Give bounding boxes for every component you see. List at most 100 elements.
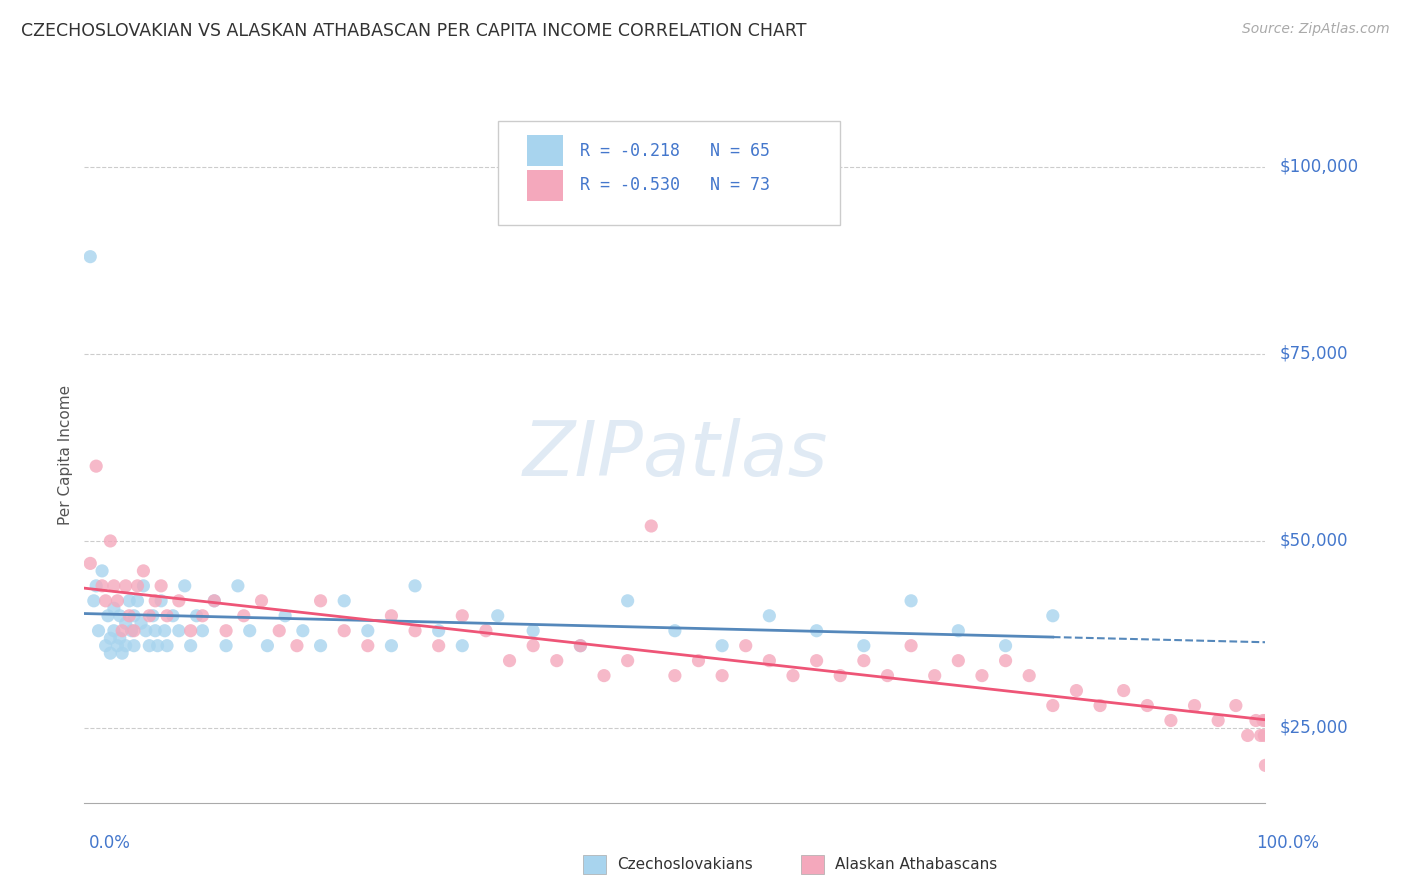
Point [143, 624, 166, 638]
Point [83, 594, 105, 608]
Point [103, 601, 125, 615]
Point [114, 616, 136, 631]
Point [616, 654, 638, 668]
Point [186, 608, 208, 623]
Point [1112, 683, 1135, 698]
Text: CZECHOSLOVAKIAN VS ALASKAN ATHABASCAN PER CAPITA INCOME CORRELATION CHART: CZECHOSLOVAKIAN VS ALASKAN ATHABASCAN PE… [21, 22, 807, 40]
Point [333, 594, 356, 608]
Point [758, 608, 780, 623]
Point [103, 579, 125, 593]
Point [1066, 683, 1088, 698]
Point [143, 594, 166, 608]
Point [1042, 608, 1064, 623]
Point [162, 608, 184, 623]
Text: $100,000: $100,000 [1279, 158, 1358, 176]
Text: Source: ZipAtlas.com: Source: ZipAtlas.com [1241, 22, 1389, 37]
Point [122, 608, 145, 623]
Point [111, 624, 134, 638]
Point [79, 557, 101, 571]
Point [127, 579, 149, 593]
Point [167, 624, 190, 638]
Point [94, 594, 117, 608]
Point [380, 608, 402, 623]
Point [138, 608, 160, 623]
Text: $25,000: $25,000 [1279, 719, 1348, 737]
Point [852, 654, 875, 668]
Point [1018, 668, 1040, 682]
Point [1225, 698, 1247, 713]
Point [91, 564, 114, 578]
Point [900, 639, 922, 653]
Point [1088, 698, 1111, 713]
Point [451, 639, 474, 653]
Point [167, 594, 190, 608]
Point [87, 624, 110, 638]
Point [522, 624, 544, 638]
FancyBboxPatch shape [527, 169, 562, 201]
Point [202, 594, 225, 608]
Point [688, 654, 710, 668]
Point [309, 594, 332, 608]
Point [1244, 714, 1267, 728]
Text: Czechoslovakians: Czechoslovakians [617, 857, 754, 871]
Text: R = -0.218   N = 65: R = -0.218 N = 65 [581, 142, 770, 160]
Point [1253, 729, 1275, 743]
Point [711, 639, 734, 653]
Point [98, 631, 121, 645]
Point [475, 624, 498, 638]
Point [127, 594, 149, 608]
Point [546, 654, 568, 668]
Point [79, 250, 101, 264]
Point [114, 579, 136, 593]
Point [664, 668, 686, 682]
Point [239, 624, 262, 638]
Point [191, 608, 214, 623]
Text: $50,000: $50,000 [1279, 532, 1348, 550]
Point [291, 624, 314, 638]
Point [806, 654, 828, 668]
Point [948, 654, 970, 668]
Point [309, 639, 332, 653]
Point [758, 654, 780, 668]
Point [806, 624, 828, 638]
Point [711, 668, 734, 682]
Point [1254, 758, 1277, 772]
Point [129, 616, 152, 631]
Point [122, 639, 145, 653]
Point [215, 624, 238, 638]
Point [451, 608, 474, 623]
Point [250, 594, 273, 608]
Point [180, 624, 202, 638]
Point [108, 631, 131, 645]
Point [1042, 698, 1064, 713]
Point [285, 639, 308, 653]
Point [782, 668, 804, 682]
Point [1250, 729, 1272, 743]
Point [84, 579, 107, 593]
Point [180, 639, 202, 653]
Point [274, 608, 297, 623]
Point [108, 608, 131, 623]
Point [616, 594, 638, 608]
Point [91, 579, 114, 593]
Point [226, 579, 249, 593]
Point [1254, 714, 1277, 728]
Point [357, 624, 380, 638]
Point [664, 624, 686, 638]
Point [498, 654, 520, 668]
Point [142, 608, 165, 623]
Point [427, 624, 450, 638]
Point [118, 608, 141, 623]
Point [173, 579, 195, 593]
Point [150, 594, 173, 608]
Point [970, 668, 993, 682]
Point [114, 639, 136, 653]
Point [830, 668, 852, 682]
Point [876, 668, 898, 682]
Point [569, 639, 592, 653]
Point [121, 624, 143, 638]
Point [1251, 714, 1274, 728]
Point [269, 624, 291, 638]
Text: 100.0%: 100.0% [1256, 834, 1319, 852]
Point [156, 608, 179, 623]
